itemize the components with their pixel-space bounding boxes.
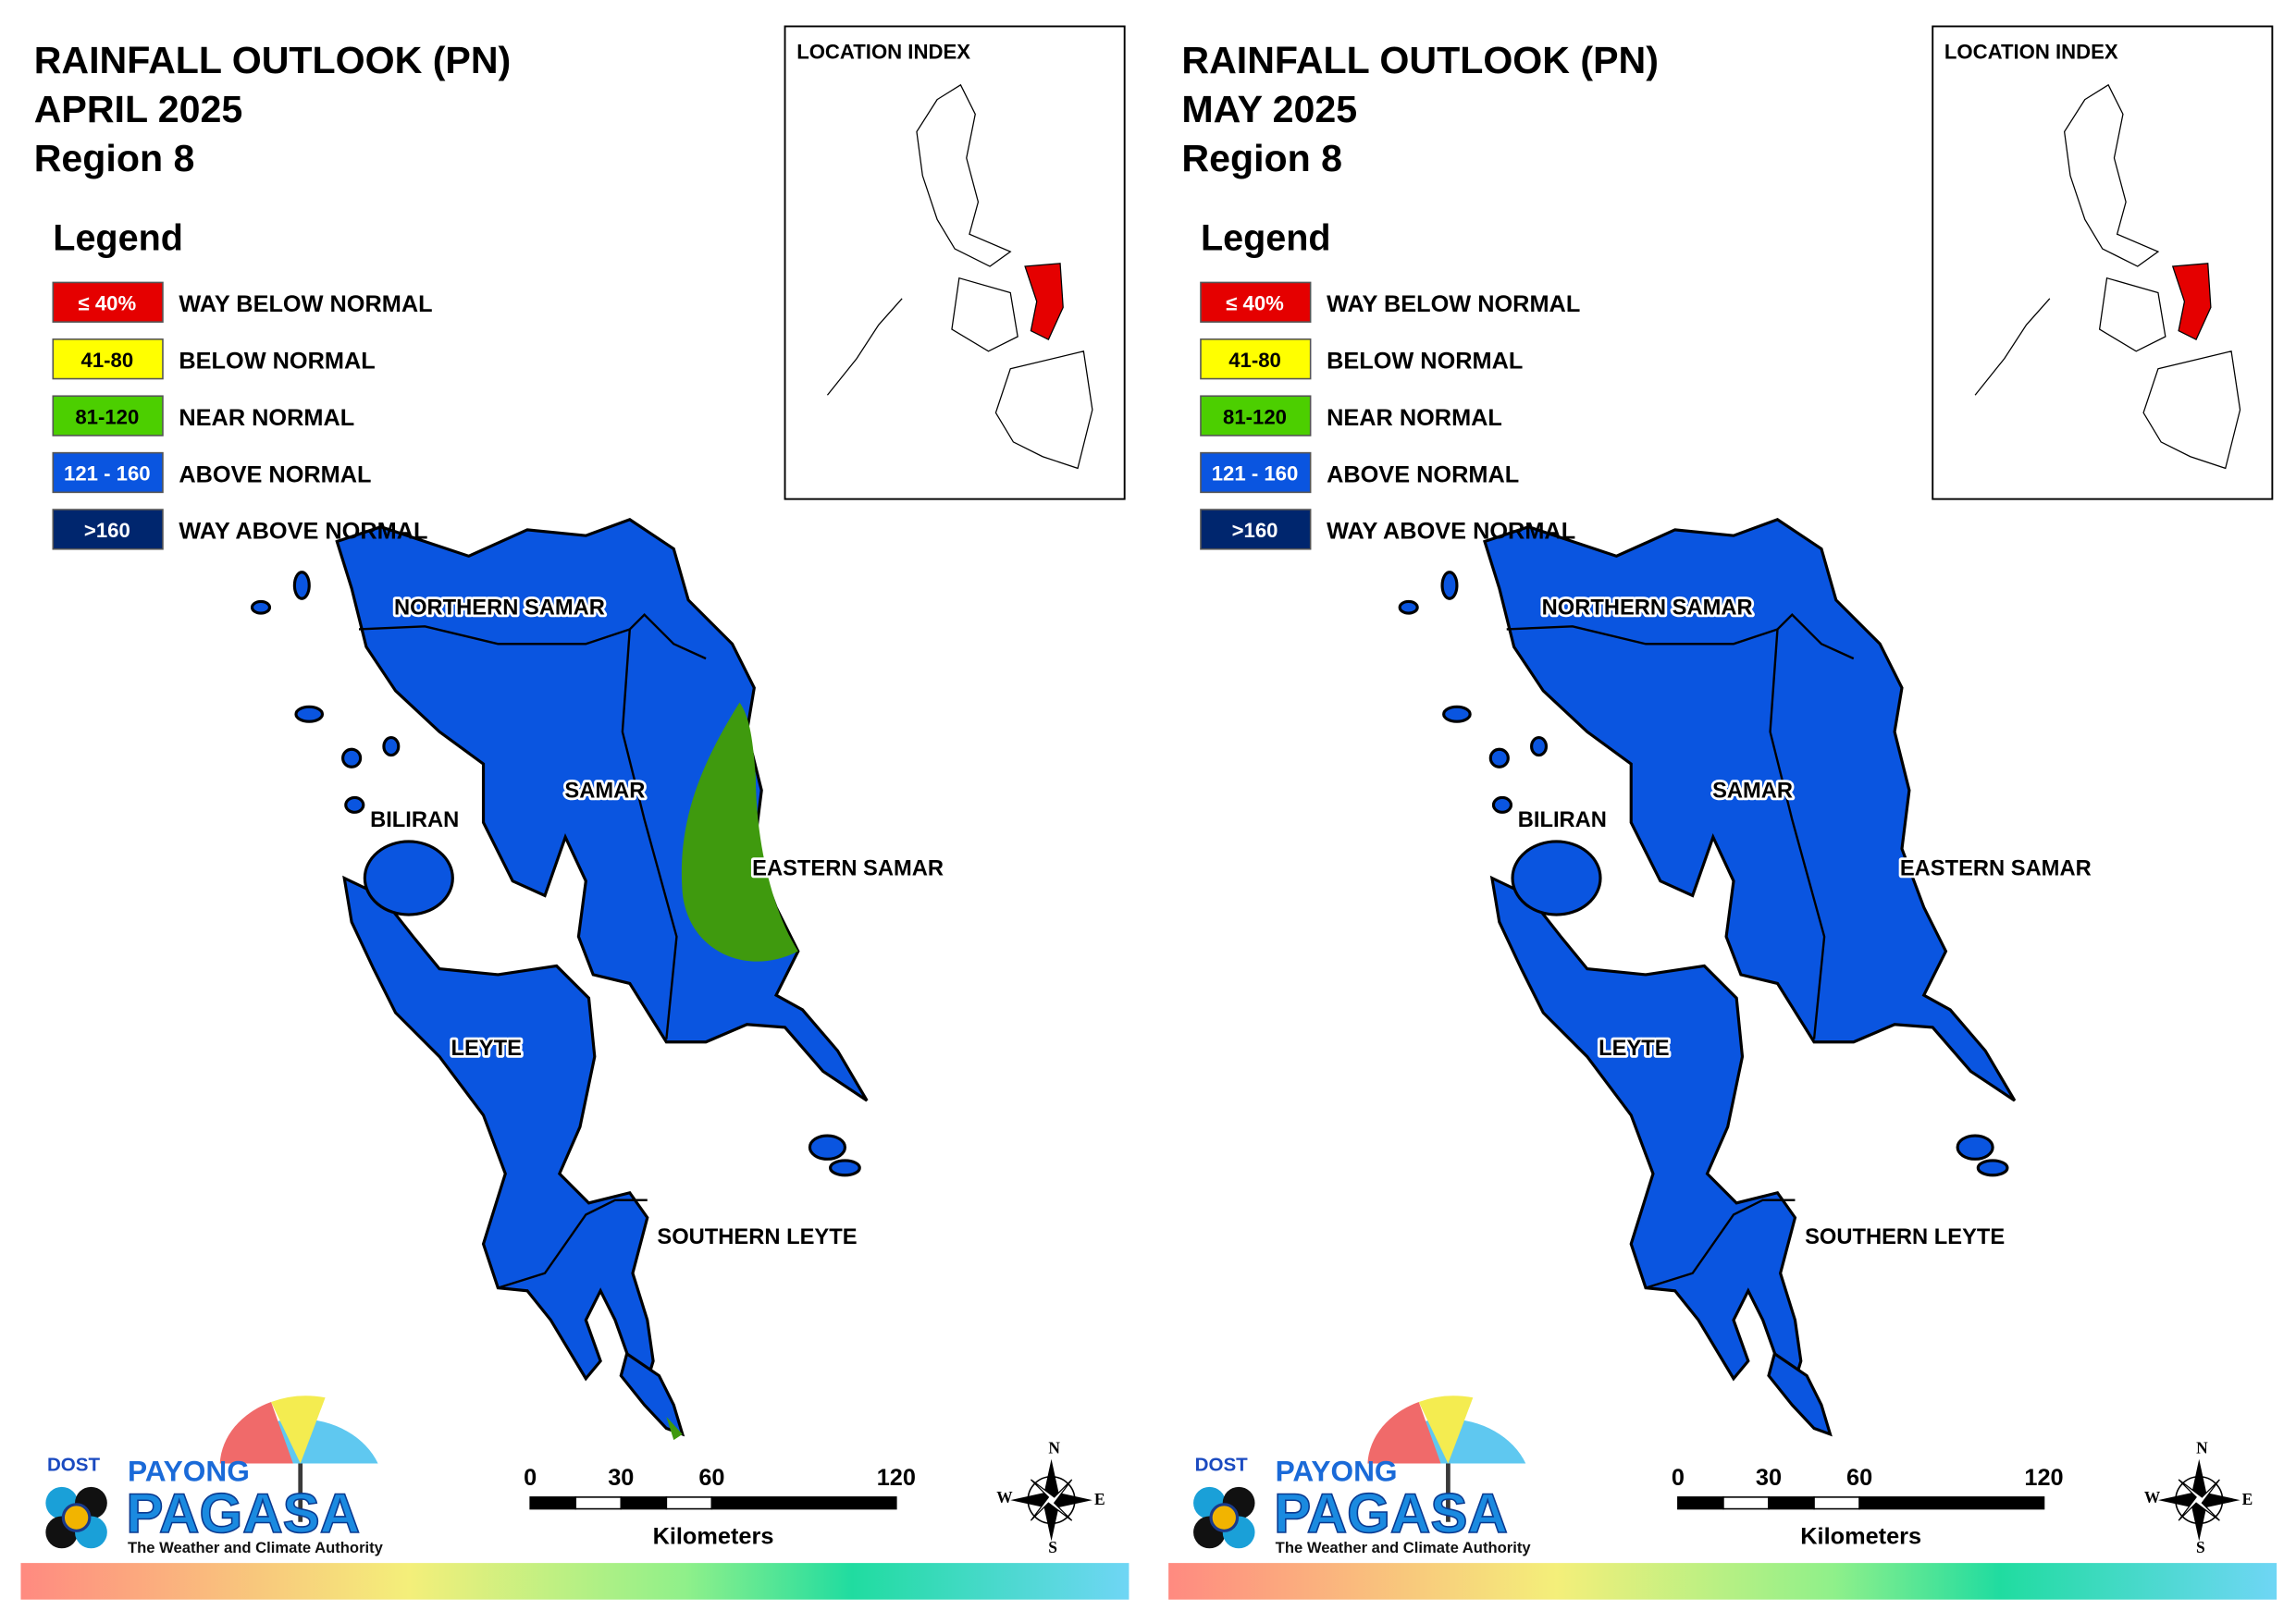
logo-tagline: The Weather and Climate Authority	[128, 1539, 384, 1556]
legend-range: >160	[1232, 519, 1278, 542]
scale-segment	[529, 1496, 577, 1510]
legend-swatch	[52, 451, 164, 494]
legend-swatch	[1200, 338, 1312, 380]
province-label: BILIRAN	[1518, 808, 1607, 832]
scale-tick-label: 60	[1846, 1465, 1872, 1491]
panel: RAINFALL OUTLOOK (PN) MAY 2025 Region 8 Leg…	[1168, 25, 2277, 1600]
legend-title: Legend	[1201, 218, 1331, 259]
legend-label: NEAR NORMAL	[1327, 405, 1502, 431]
logo-name: PAGASA	[126, 1482, 360, 1544]
title-line: RAINFALL OUTLOOK (PN)	[34, 39, 512, 81]
legend-swatch	[1200, 281, 1312, 323]
scale-tick-label: 120	[877, 1465, 916, 1491]
province-label: NORTHERN SAMAR	[394, 596, 605, 621]
compass-letter: N	[2196, 1438, 2208, 1457]
legend-range: ≤ 40%	[1226, 291, 1284, 314]
location-index-title: LOCATION INDEX	[796, 40, 970, 63]
legend-range: 41-80	[81, 349, 134, 372]
province-label: LEYTE	[451, 1037, 521, 1061]
logo-brand: PAYONG	[1276, 1454, 1398, 1487]
province-label: NORTHERN SAMAR	[1542, 596, 1753, 621]
legend-swatch	[1200, 509, 1312, 550]
scale-segment	[574, 1496, 623, 1510]
logo-agency: DOST	[1195, 1454, 1249, 1475]
logo-name: PAGASA	[1274, 1482, 1508, 1544]
title-line: Region 8	[1181, 137, 1342, 179]
province-label: SOUTHERN LEYTE	[657, 1225, 857, 1249]
scale-tick-label: 30	[608, 1465, 634, 1491]
legend-label: WAY ABOVE NORMAL	[179, 519, 427, 545]
compass-use	[2157, 1457, 2241, 1543]
compass-letter: E	[2242, 1490, 2253, 1508]
title-line: Region 8	[34, 137, 195, 179]
scale-tick-label: 0	[524, 1465, 537, 1491]
compass-letter: W	[2144, 1488, 2161, 1506]
legend-range: >160	[84, 519, 130, 542]
province-label: EASTERN SAMAR	[752, 856, 944, 880]
logo-brand: PAYONG	[128, 1454, 250, 1487]
scale-segment	[620, 1496, 668, 1510]
scale-segment	[665, 1496, 713, 1510]
legend-label: WAY BELOW NORMAL	[1327, 291, 1580, 317]
legend-label: ABOVE NORMAL	[1327, 461, 1519, 487]
compass-letter: N	[1048, 1438, 1060, 1457]
legend-range: 81-120	[75, 405, 139, 428]
compass-letter: W	[996, 1488, 1013, 1506]
province-label: BILIRAN	[370, 808, 459, 832]
legend-swatch	[1200, 395, 1312, 436]
province-label: LEYTE	[1599, 1037, 1669, 1061]
legend-range: 81-120	[1223, 405, 1287, 428]
near-normal-zone	[666, 702, 798, 1441]
scale-segment	[1722, 1496, 1770, 1510]
scale-segment	[1768, 1496, 1815, 1510]
scale-tick-label: 30	[1756, 1465, 1782, 1491]
panel: RAINFALL OUTLOOK (PN) APRIL 2025 Region 8 L…	[20, 25, 1129, 1600]
region-map-use	[1398, 518, 2017, 1436]
legend-range: ≤ 40%	[79, 291, 137, 314]
legend-label: ABOVE NORMAL	[179, 461, 371, 487]
title-line: APRIL 2025	[34, 88, 243, 130]
province-label: SOUTHERN LEYTE	[1805, 1225, 2005, 1249]
legend-range: 41-80	[1228, 349, 1281, 372]
province-label: EASTERN SAMAR	[1900, 856, 2092, 880]
title-line: RAINFALL OUTLOOK (PN)	[1181, 39, 1659, 81]
compass-use	[1009, 1457, 1093, 1543]
legend-label: BELOW NORMAL	[1327, 348, 1523, 374]
legend-label: BELOW NORMAL	[179, 348, 375, 374]
logo-tagline: The Weather and Climate Authority	[1276, 1539, 1532, 1556]
legend-label: WAY BELOW NORMAL	[179, 291, 432, 317]
legend-range: 121 - 160	[1212, 462, 1299, 486]
legend-label: WAY ABOVE NORMAL	[1327, 519, 1575, 545]
region-map-use	[250, 518, 869, 1436]
scale-segment	[1677, 1496, 1724, 1510]
scale-tick-label: 60	[698, 1465, 724, 1491]
legend-swatch	[52, 395, 164, 436]
scale-unit: Kilometers	[653, 1524, 774, 1550]
province-label: SAMAR	[564, 779, 645, 803]
compass-letter: S	[1048, 1538, 1057, 1556]
scale-segment	[1858, 1496, 2045, 1510]
title-line: MAY 2025	[1181, 88, 1357, 130]
legend-label: NEAR NORMAL	[179, 405, 354, 431]
location-index-title: LOCATION INDEX	[1944, 40, 2118, 63]
province-label: SAMAR	[1712, 779, 1793, 803]
legend-swatch	[52, 281, 164, 323]
scale-segment	[1813, 1496, 1860, 1510]
legend-swatch	[1200, 451, 1312, 494]
logo-agency: DOST	[47, 1454, 101, 1475]
legend-title: Legend	[53, 218, 183, 259]
legend-swatch	[52, 338, 164, 380]
scale-segment	[710, 1496, 897, 1510]
scale-tick-label: 120	[2024, 1465, 2063, 1491]
legend-swatch	[52, 509, 164, 550]
compass-letter: S	[2196, 1538, 2205, 1556]
color-band	[20, 1563, 1129, 1600]
legend-range: 121 - 160	[64, 462, 151, 486]
scale-tick-label: 0	[1672, 1465, 1685, 1491]
scale-unit: Kilometers	[1800, 1524, 1921, 1550]
color-band	[1168, 1563, 2277, 1600]
compass-letter: E	[1094, 1490, 1105, 1508]
